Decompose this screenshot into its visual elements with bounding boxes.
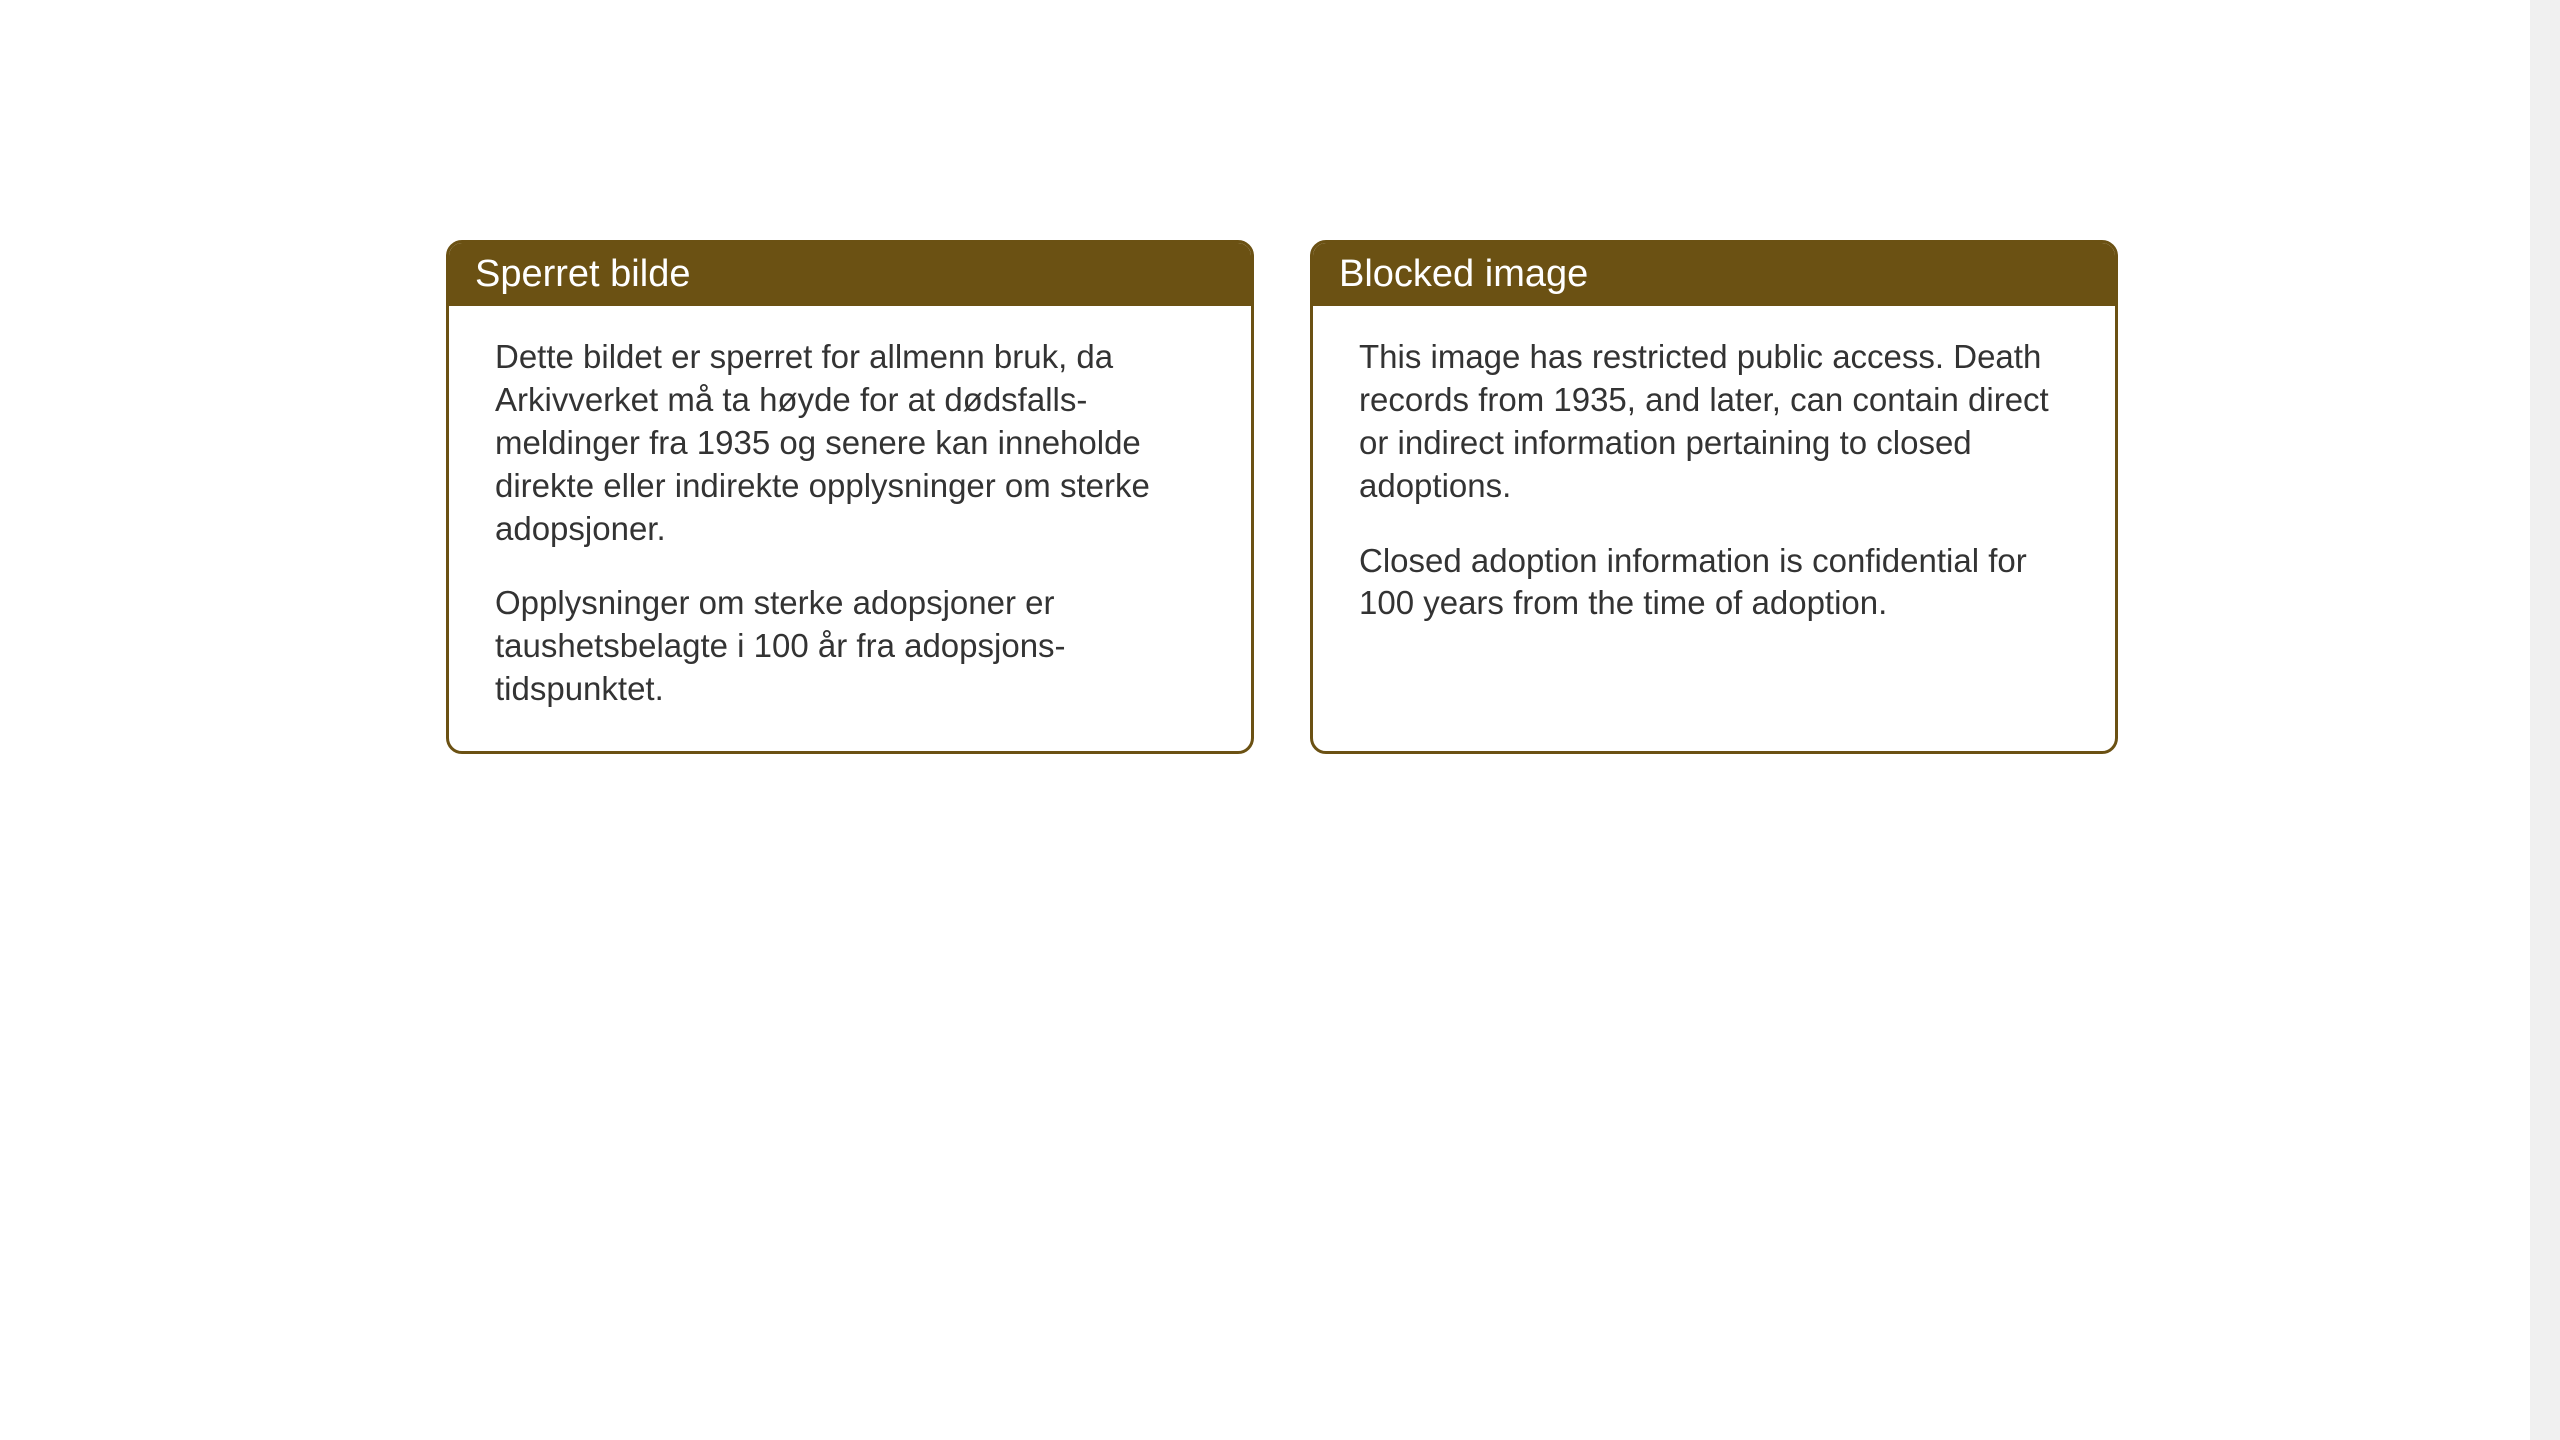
notice-title-english: Blocked image <box>1339 253 1588 295</box>
notice-paragraph-norwegian-2: Opplysninger om sterke adopsjoner er tau… <box>495 582 1205 711</box>
notices-container: Sperret bilde Dette bildet er sperret fo… <box>446 240 2118 754</box>
notice-box-norwegian: Sperret bilde Dette bildet er sperret fo… <box>446 240 1254 754</box>
notice-title-norwegian: Sperret bilde <box>475 253 690 295</box>
notice-body-english: This image has restricted public access.… <box>1313 306 2115 726</box>
notice-paragraph-norwegian-1: Dette bildet er sperret for allmenn bruk… <box>495 336 1205 550</box>
notice-box-english: Blocked image This image has restricted … <box>1310 240 2118 754</box>
notice-header-norwegian: Sperret bilde <box>449 243 1251 306</box>
scrollbar-track[interactable] <box>2530 0 2560 1440</box>
notice-header-english: Blocked image <box>1313 243 2115 306</box>
notice-body-norwegian: Dette bildet er sperret for allmenn bruk… <box>449 306 1251 751</box>
notice-paragraph-english-2: Closed adoption information is confident… <box>1359 540 2069 626</box>
notice-paragraph-english-1: This image has restricted public access.… <box>1359 336 2069 508</box>
